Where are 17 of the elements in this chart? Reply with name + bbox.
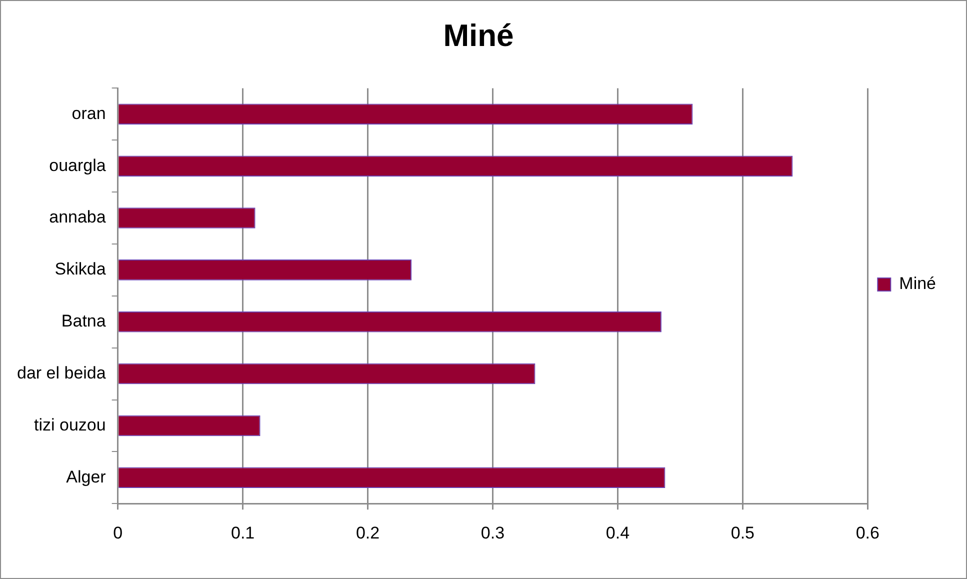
chart-title: Miné <box>443 18 514 54</box>
y-tick-label: dar el beida <box>17 363 106 382</box>
x-tick-label: 0.6 <box>856 523 880 542</box>
y-tick-label: tizi ouzou <box>34 415 106 434</box>
y-tick-label: oran <box>72 104 106 123</box>
y-tick-label: Alger <box>66 467 106 486</box>
y-tick-label: annaba <box>49 208 106 227</box>
x-tick-label: 0.1 <box>230 523 255 542</box>
y-tick-label: ouargla <box>49 156 106 175</box>
x-tick-label: 0.2 <box>356 523 380 542</box>
x-tick-label: 0.4 <box>606 523 630 542</box>
x-tick-label: 0 <box>113 523 123 542</box>
legend-label: Miné <box>899 274 936 294</box>
x-tick-label: 0.3 <box>480 523 505 542</box>
x-tick-label: 0.5 <box>730 523 755 542</box>
y-tick-label: Batna <box>61 312 106 331</box>
y-tick-label: Skikda <box>54 260 106 279</box>
